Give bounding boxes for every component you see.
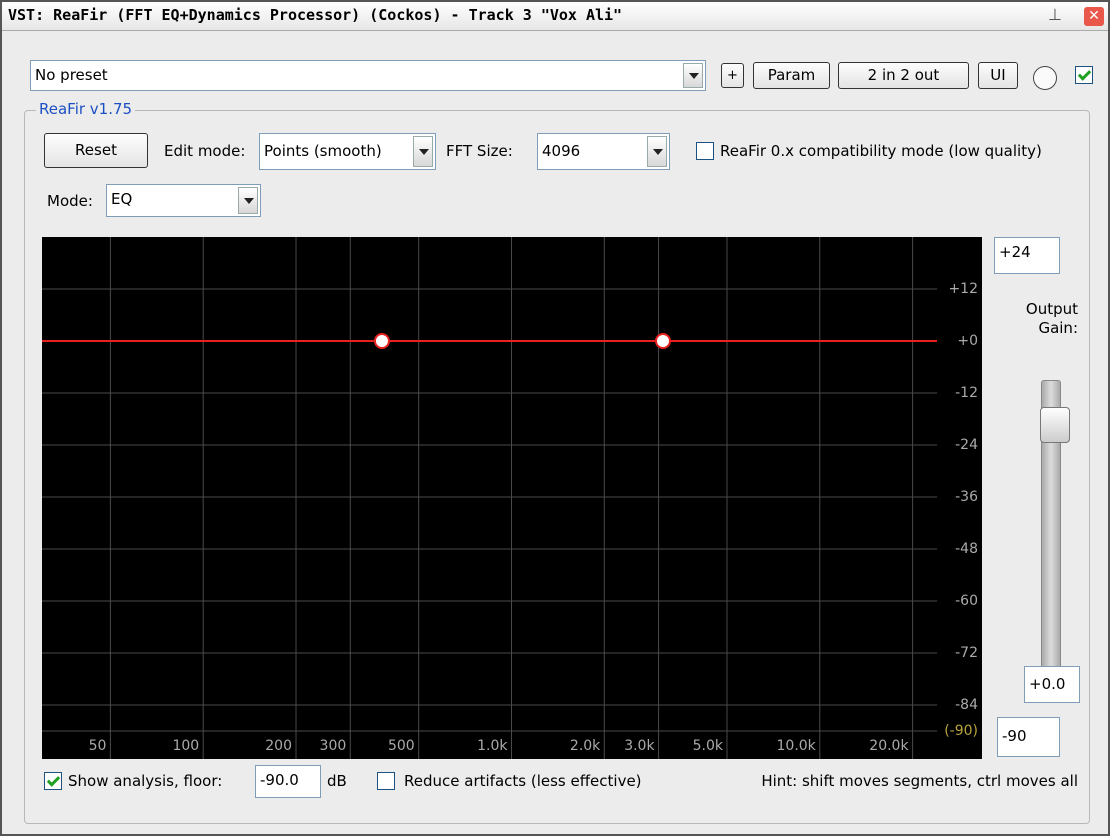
enable-checkbox[interactable] [1075,66,1093,84]
output-gain-label: Output Gain: [1025,300,1078,337]
fft-size-label: FFT Size: [446,142,513,160]
y-tick-label: +12 [948,281,978,297]
x-tick-label: 10.0k [777,738,817,754]
edit-mode-label: Edit mode: [164,142,246,160]
eq-point[interactable] [373,333,390,349]
y-tick-label: -84 [955,697,978,713]
gain-value-box[interactable]: +0.0 [1024,666,1080,703]
title-bar [2,2,1108,31]
window-title: VST: ReaFir (FFT EQ+Dynamics Processor) … [8,6,623,24]
dropdown-arrow[interactable] [647,136,667,167]
add-button[interactable]: + [721,63,744,88]
close-button[interactable]: ✕ [1084,7,1104,26]
dropdown-arrow[interactable] [683,63,703,88]
analysis-label: Show analysis, floor: [68,772,223,790]
gain-min-box[interactable]: -90 [997,717,1060,757]
fft-size-value: 4096 [542,142,581,160]
y-tick-label: +0 [957,333,978,349]
group-box [24,110,1090,824]
x-tick-label: 2.0k [570,738,601,754]
io-button[interactable]: 2 in 2 out [838,62,969,89]
graph-background [42,237,982,759]
ui-button[interactable]: UI [978,62,1018,89]
x-tick-label: 20.0k [869,738,909,754]
x-tick-label: 300 [320,738,347,754]
compat-checkbox[interactable] [696,142,714,160]
x-tick-label: 50 [89,738,107,754]
dropdown-arrow[interactable] [413,136,433,167]
group-label: ReaFir v1.75 [36,100,136,118]
x-tick-label: 200 [265,738,292,754]
wet-knob[interactable] [1033,66,1057,90]
y-tick-label: -60 [955,593,978,609]
reduce-checkbox[interactable] [377,772,395,790]
hint-text: Hint: shift moves segments, ctrl moves a… [761,772,1078,790]
x-tick-label: 100 [172,738,199,754]
dropdown-arrow[interactable] [238,187,258,214]
y-tick-label: -72 [955,645,978,661]
compat-label: ReaFir 0.x compatibility mode (low quali… [720,142,1042,160]
reset-button[interactable]: Reset [44,133,148,168]
eq-graph[interactable]: 50 100 200 300 500 1.0k 2.0k 3.0k 5.0k 10.0k 20.0k… [42,237,982,759]
edit-mode-combo[interactable]: Points (smooth) [259,133,436,170]
analysis-checkbox[interactable] [44,772,62,790]
mode-combo[interactable]: EQ [106,184,261,217]
x-tick-label: 3.0k [624,738,655,754]
edit-mode-value: Points (smooth) [264,142,382,160]
y-tick-label: -12 [955,385,978,401]
mode-label: Mode: [47,192,93,210]
y-tick-label: -24 [955,437,978,453]
y-tick-label: (-90) [944,723,978,739]
floor-unit: dB [327,772,347,790]
x-tick-label: 1.0k [477,738,508,754]
x-tick-label: 500 [388,738,415,754]
reduce-label: Reduce artifacts (less effective) [404,772,642,790]
gain-slider-thumb[interactable] [1040,407,1070,443]
preset-text: No preset [35,66,108,84]
floor-box[interactable]: -90.0 [255,765,321,798]
param-button[interactable]: Param [753,62,830,89]
x-tick-label: 5.0k [693,738,724,754]
y-tick-label: -48 [955,541,978,557]
y-tick-label: -36 [955,489,978,505]
fft-size-combo[interactable]: 4096 [537,133,670,170]
mode-value: EQ [111,190,133,208]
eq-point[interactable] [654,333,671,349]
gain-max-box[interactable]: +24 [994,237,1060,274]
pin-icon[interactable]: ⊥ [1048,5,1062,24]
preset-combo[interactable]: No preset [30,60,706,91]
